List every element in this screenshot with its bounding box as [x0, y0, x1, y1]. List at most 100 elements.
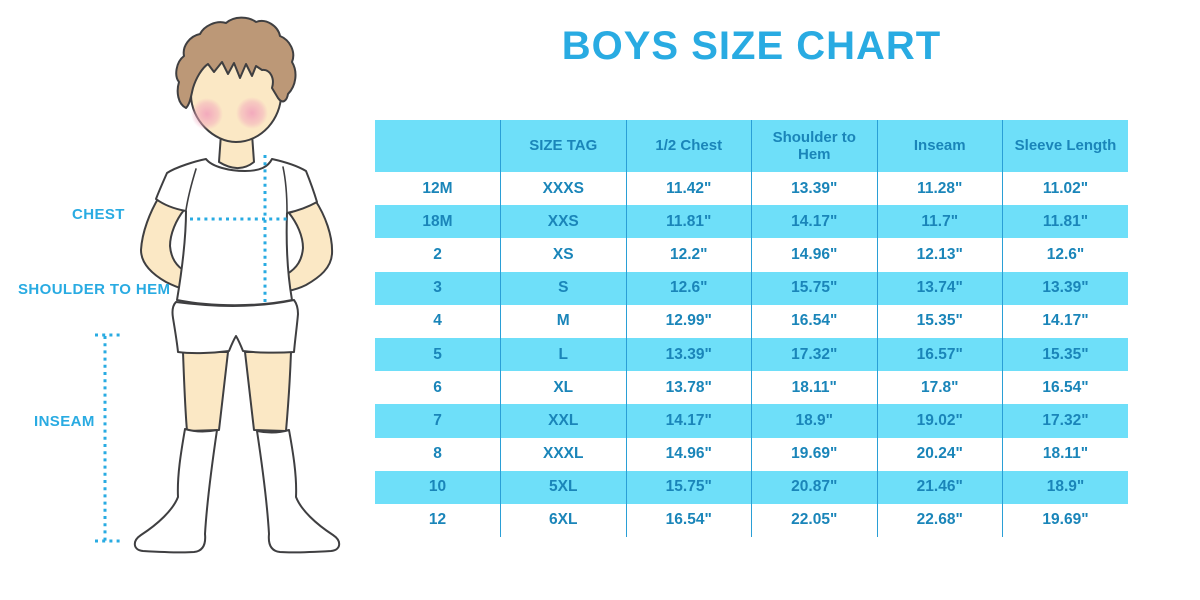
table-cell: 3 — [375, 271, 501, 305]
table-cell: 14.17" — [1002, 304, 1128, 338]
left-sleeve-seam — [185, 168, 197, 211]
table-cell: 12.13" — [876, 238, 1003, 272]
size-table: SIZE TAG 1/2 Chest Shoulder to Hem Inseam Sl… — [375, 120, 1128, 538]
table-cell: 11.28" — [876, 172, 1003, 206]
hair — [175, 16, 297, 109]
table-cell: 16.57" — [876, 337, 1003, 372]
table-header-row: SIZE TAG 1/2 Chest Shoulder to Hem Inseam Sl… — [375, 120, 1128, 172]
table-cell: 13.74" — [876, 271, 1003, 305]
page-title: BOYS SIZE CHART — [561, 24, 942, 68]
table-cell: 15.35" — [876, 304, 1003, 338]
left-cheek-blush — [191, 98, 223, 130]
table-row: 6 XL 13.78" 18.11" 17.8" 16.54" — [375, 371, 1128, 405]
table-row: 8 XXXL 14.96" 19.69" 20.24" 18.11" — [375, 437, 1128, 471]
table-cell: 5XL — [500, 470, 626, 504]
table-cell: 12 — [375, 503, 501, 538]
table-cell: 19.69" — [751, 437, 877, 471]
chest-label: CHEST — [72, 206, 125, 223]
table-cell: 12.6" — [625, 271, 752, 305]
table-cell: S — [500, 271, 626, 305]
table-cell: 16.54" — [751, 304, 877, 338]
table-cell: 11.81" — [1002, 205, 1128, 239]
table-cell: 15.75" — [751, 271, 877, 305]
table-cell: 16.54" — [625, 503, 752, 538]
left-arm — [140, 196, 187, 290]
table-cell: 20.24" — [876, 437, 1003, 471]
table-cell: 14.17" — [751, 205, 877, 239]
table-row: 4 M 12.99" 16.54" 15.35" 14.17" — [375, 304, 1128, 338]
right-cheek-blush — [236, 97, 268, 129]
table-cell: 12M — [375, 172, 501, 206]
table-cell: 22.05" — [751, 503, 877, 538]
table-cell: 15.75" — [625, 470, 752, 504]
table-cell: 11.42" — [625, 172, 752, 206]
boy-figure-illustration — [95, 16, 341, 554]
table-cell: 14.96" — [625, 437, 752, 471]
table-cell: 12.2" — [625, 238, 752, 272]
table-row: 5 L 13.39" 17.32" 16.57" 15.35" — [375, 337, 1128, 372]
table-cell: 6XL — [500, 503, 626, 538]
table-cell: 17.32" — [1002, 404, 1128, 438]
right-leg — [244, 351, 292, 432]
table-cell: 11.81" — [625, 205, 752, 239]
column-header: Shoulder to Hem — [751, 120, 877, 172]
table-cell: 5 — [375, 337, 501, 372]
table-row: 18M XXS 11.81" 14.17" 11.7" 11.81" — [375, 205, 1128, 239]
table-cell: 17.8" — [876, 371, 1003, 405]
shorts — [171, 299, 299, 355]
table-cell: XXL — [500, 404, 626, 438]
table-cell: XS — [500, 238, 626, 272]
table-cell: 19.02" — [876, 404, 1003, 438]
table-cell: 7 — [375, 404, 501, 438]
column-header: 1/2 Chest — [625, 120, 752, 172]
column-header: Inseam — [876, 120, 1003, 172]
table-row: 12M XXXS 11.42" 13.39" 11.28" 11.02" — [375, 172, 1128, 206]
table-cell: 18M — [375, 205, 501, 239]
table-cell: 18.11" — [751, 371, 877, 405]
right-sleeve-seam — [282, 166, 288, 213]
table-cell: 13.39" — [751, 172, 877, 206]
table-cell: 15.35" — [1002, 337, 1128, 372]
right-arm — [286, 199, 334, 292]
table-row: 10 5XL 15.75" 20.87" 21.46" 18.9" — [375, 470, 1128, 504]
table-row: 3 S 12.6" 15.75" 13.74" 13.39" — [375, 271, 1128, 305]
table-cell: 11.7" — [876, 205, 1003, 239]
table-cell: 10 — [375, 470, 501, 504]
table-row: 7 XXL 14.17" 18.9" 19.02" 17.32" — [375, 404, 1128, 438]
table-cell: 8 — [375, 437, 501, 471]
table-cell: XXS — [500, 205, 626, 239]
table-cell: 18.9" — [751, 404, 877, 438]
table-cell: 13.39" — [625, 337, 752, 372]
table-cell: M — [500, 304, 626, 338]
inseam-label: INSEAM — [34, 413, 95, 430]
table-cell: XL — [500, 371, 626, 405]
table-cell: 22.68" — [876, 503, 1003, 538]
left-leg — [182, 351, 229, 432]
shoulder-to-hem-label: SHOULDER TO HEM — [18, 281, 171, 298]
table-cell: 4 — [375, 304, 501, 338]
table-cell: 6 — [375, 371, 501, 405]
column-header: SIZE TAG — [500, 120, 626, 172]
t-shirt — [155, 158, 318, 307]
table-row: 12 6XL 16.54" 22.05" 22.68" 19.69" — [375, 503, 1128, 538]
table-cell: 18.9" — [1002, 470, 1128, 504]
table-cell: L — [500, 337, 626, 372]
table-cell: 16.54" — [1002, 371, 1128, 405]
table-cell: 20.87" — [751, 470, 877, 504]
table-cell: 14.96" — [751, 238, 877, 272]
table-cell: 13.78" — [625, 371, 752, 405]
size-table-body: 12M XXXS 11.42" 13.39" 11.28" 11.02" 18M XXS 11.… — [375, 172, 1128, 538]
table-cell: XXXL — [500, 437, 626, 471]
table-cell: 12.99" — [625, 304, 752, 338]
table-cell: 21.46" — [876, 470, 1003, 504]
table-cell: 11.02" — [1002, 172, 1128, 206]
table-cell: 18.11" — [1002, 437, 1128, 471]
column-header: Sleeve Length — [1002, 120, 1128, 172]
table-cell: 2 — [375, 238, 501, 272]
table-cell: XXXS — [500, 172, 626, 206]
table-cell: 14.17" — [625, 404, 752, 438]
column-header — [375, 120, 501, 172]
table-row: 2 XS 12.2" 14.96" 12.13" 12.6" — [375, 238, 1128, 272]
table-cell: 13.39" — [1002, 271, 1128, 305]
